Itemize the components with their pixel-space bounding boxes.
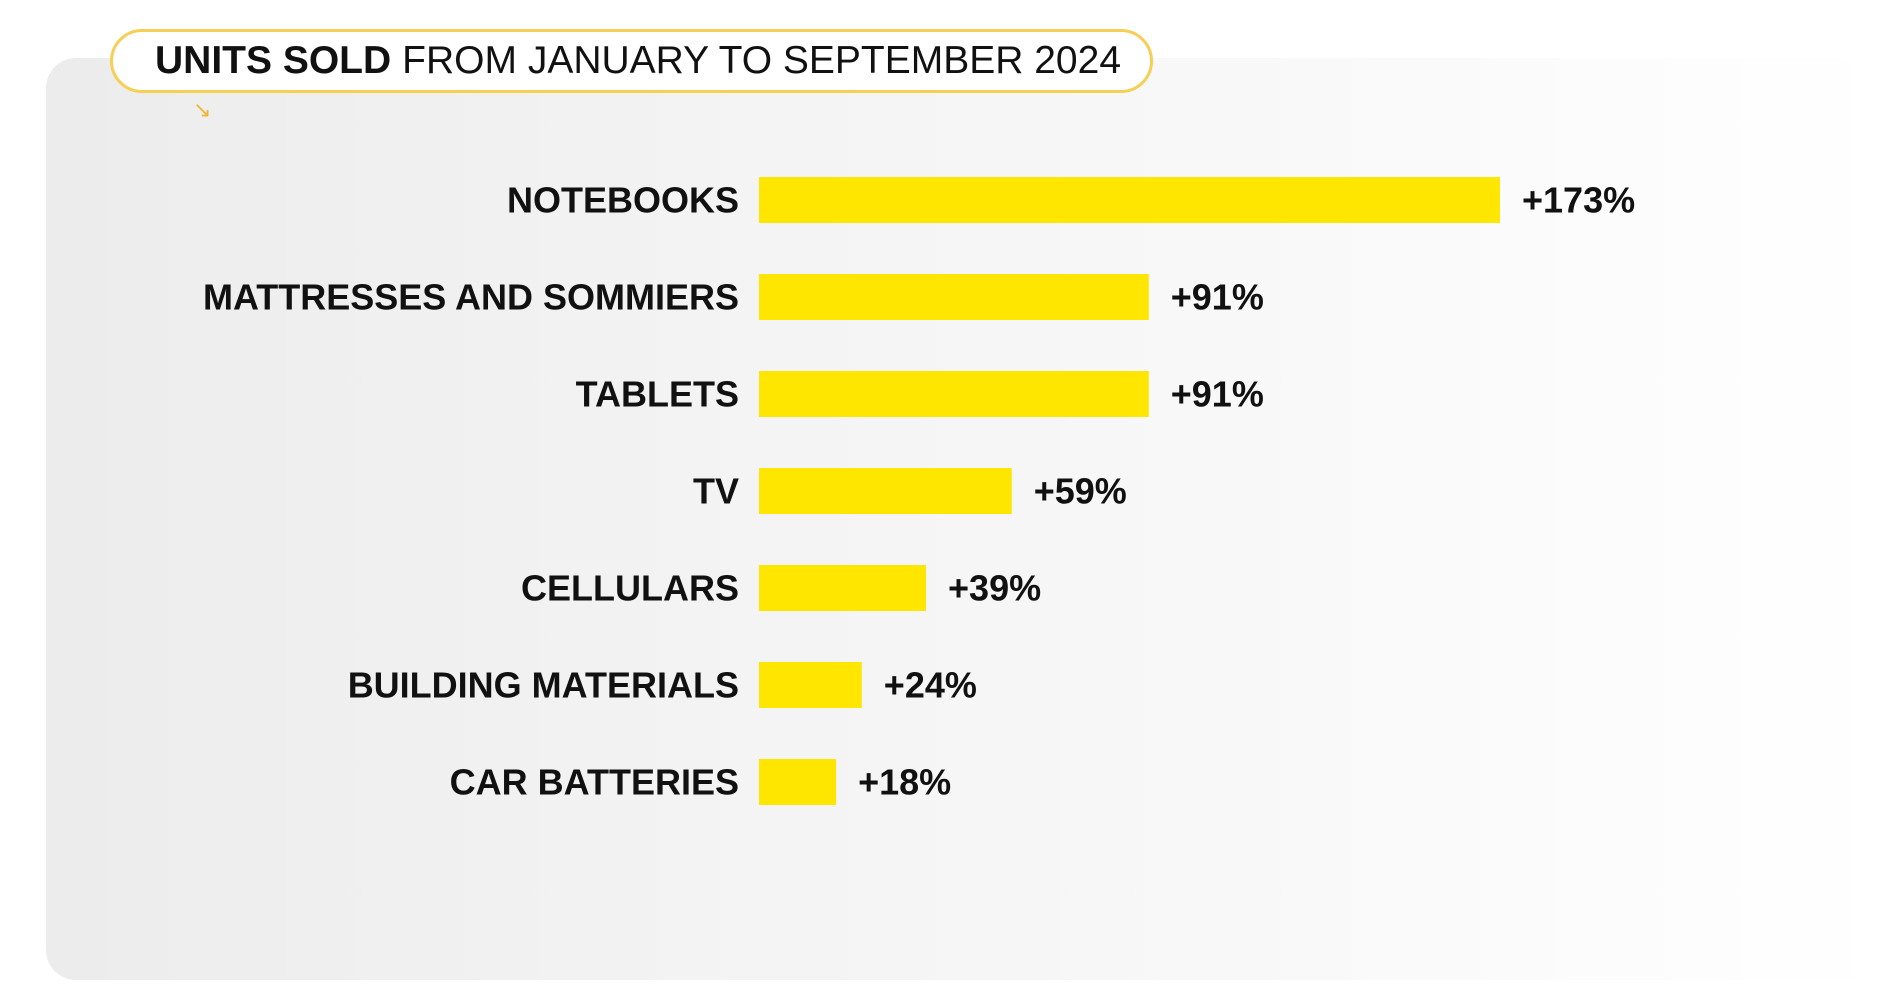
bar-notebooks xyxy=(759,177,1500,223)
chart-title: UNITS SOLD FROM JANUARY TO SEPTEMBER 202… xyxy=(110,29,1153,93)
bar-building-materials xyxy=(759,662,862,708)
category-label-car-batteries: CAR BATTERIES xyxy=(450,762,739,803)
value-label-car-batteries: +18% xyxy=(858,762,951,803)
bar-car-batteries xyxy=(759,759,837,805)
arrow-down-right-icon: ↘ xyxy=(193,98,212,123)
bar-cellulars xyxy=(759,565,927,611)
category-label-cellulars: CELLULARS xyxy=(521,568,739,609)
value-label-mattresses-and-sommiers: +91% xyxy=(1171,277,1264,318)
category-label-mattresses-and-sommiers: MATTRESSES AND SOMMIERS xyxy=(203,277,739,318)
value-label-tablets: +91% xyxy=(1171,374,1264,415)
value-label-building-materials: +24% xyxy=(884,665,977,706)
bar-tv xyxy=(759,468,1012,514)
category-label-notebooks: NOTEBOOKS xyxy=(507,180,739,221)
category-label-tv: TV xyxy=(693,471,739,512)
chart-title-regular: FROM JANUARY TO SEPTEMBER 2024 xyxy=(402,39,1122,82)
category-label-building-materials: BUILDING MATERIALS xyxy=(348,665,739,706)
chart-title-bold: UNITS SOLD xyxy=(155,39,392,82)
value-label-tv: +59% xyxy=(1034,471,1127,512)
value-label-notebooks: +173% xyxy=(1522,180,1635,221)
category-label-tablets: TABLETS xyxy=(576,374,739,415)
value-label-cellulars: +39% xyxy=(948,568,1041,609)
bar-mattresses-and-sommiers xyxy=(759,274,1149,320)
bar-tablets xyxy=(759,371,1149,417)
